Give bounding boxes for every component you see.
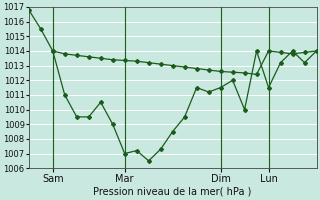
X-axis label: Pression niveau de la mer( hPa ): Pression niveau de la mer( hPa )	[93, 187, 252, 197]
